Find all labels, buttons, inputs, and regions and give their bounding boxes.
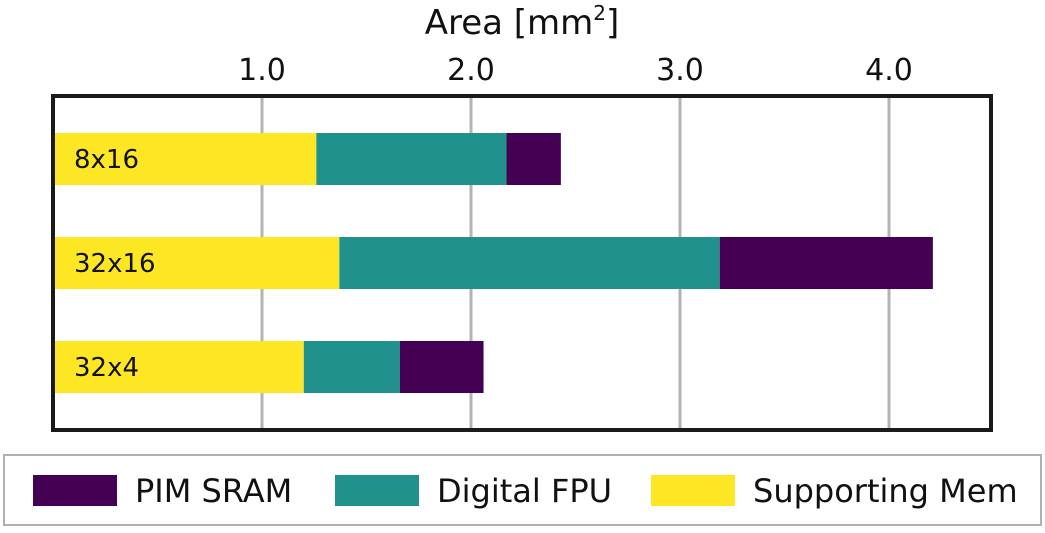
legend-swatch	[33, 475, 117, 506]
bar-segment-supporting-mem	[53, 133, 317, 185]
x-tick-label: 3.0	[656, 53, 704, 88]
bars: 8x16 32x16 32x4	[53, 133, 933, 393]
bar-segment-supporting-mem	[53, 237, 340, 289]
bar-segment-pim-sram	[506, 133, 561, 185]
bar-segment-digital-fpu	[303, 341, 400, 393]
bar-segment-digital-fpu	[316, 133, 507, 185]
legend-swatch	[651, 475, 735, 506]
category-label: 32x16	[74, 249, 156, 279]
x-tick-label: 2.0	[447, 53, 495, 88]
plot-frame	[51, 94, 993, 432]
category-label: 8x16	[74, 145, 139, 175]
x-axis-title-main: Area [mm	[425, 3, 594, 43]
x-axis-title: Area [mm2]	[425, 1, 620, 43]
legend-label: Supporting Mem	[753, 472, 1018, 510]
x-tick-label: 4.0	[865, 53, 913, 88]
category-label: 32x4	[74, 353, 139, 383]
x-axis-title-close: ]	[606, 3, 619, 43]
bar-segment-pim-sram	[719, 237, 933, 289]
bar-segment-supporting-mem	[53, 341, 304, 393]
legend-label: Digital FPU	[437, 472, 612, 510]
legend-swatch	[335, 475, 419, 506]
bar-segment-digital-fpu	[339, 237, 720, 289]
bar-segment-pim-sram	[399, 341, 484, 393]
x-axis-title-superscript: 2	[593, 1, 606, 25]
legend-frame	[3, 454, 1042, 526]
x-tick-label: 1.0	[238, 53, 286, 88]
x-tick-labels: 1.0 2.0 3.0 4.0	[238, 53, 913, 88]
legend: PIM SRAM Digital FPU Supporting Mem	[3, 454, 1042, 526]
legend-label: PIM SRAM	[135, 472, 292, 510]
